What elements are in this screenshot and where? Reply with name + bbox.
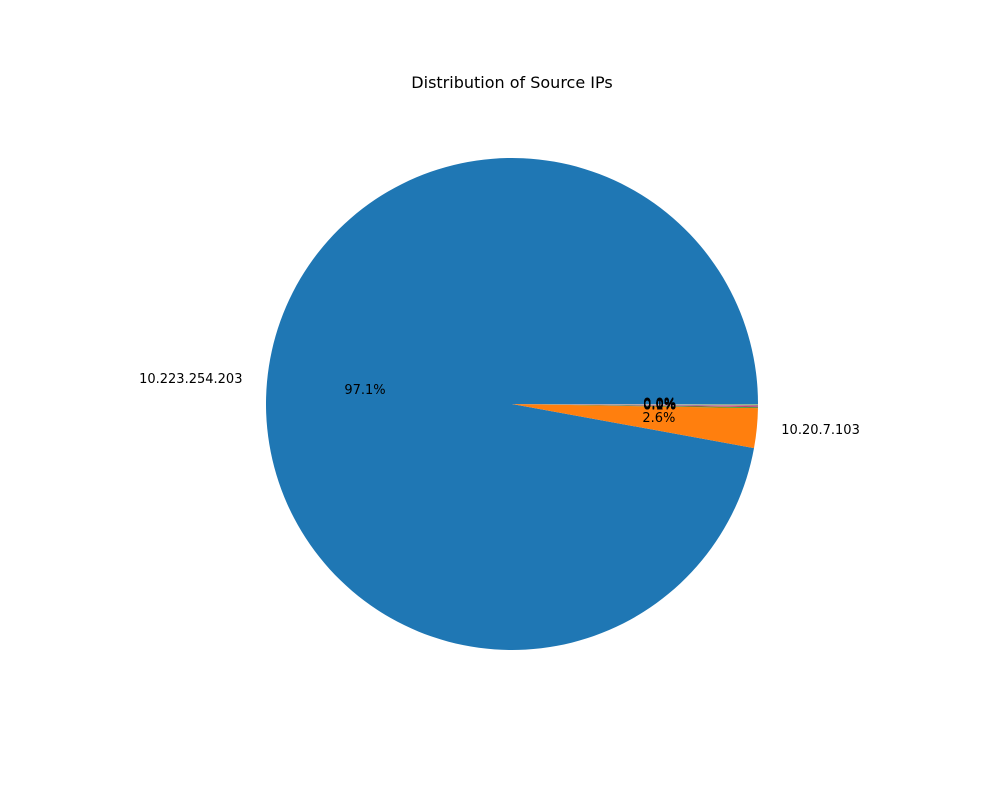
pie-slices [265,158,758,651]
chart-title: Distribution of Source IPs [411,73,612,92]
slice-percent-6: 0.0% [643,397,676,412]
slice-percent-4: 0.0% [643,398,676,413]
pie-slice-5 [512,404,758,407]
slice-percent-1: 2.6% [642,411,675,426]
pie-labels: 10.223.254.203 97.1% 10.20.7.103 2.6%0.1%0.… [139,372,860,438]
slice-percent-2: 0.1% [643,399,676,414]
pie-slice-1 [512,404,758,449]
slice-percent-8: 0.0% [643,397,676,412]
pie-slice-6 [512,404,758,406]
slice-label-1: 10.20.7.103 [781,423,860,438]
pie-slice-8 [512,404,758,405]
pie-slice-7 [512,404,758,406]
slice-percent-3: 0.0% [643,398,676,413]
slice-percent-7: 0.0% [643,397,676,412]
slice-percent-0: 97.1% [344,383,385,398]
pie-slice-4 [512,404,758,407]
pie-slice-2 [512,404,758,409]
slice-percent-9: 0.0% [643,397,676,412]
pie-slice-0 [265,158,758,651]
slice-label-0: 10.223.254.203 [139,372,242,387]
slice-percent-5: 0.0% [643,398,676,413]
pie-slice-3 [512,404,758,408]
